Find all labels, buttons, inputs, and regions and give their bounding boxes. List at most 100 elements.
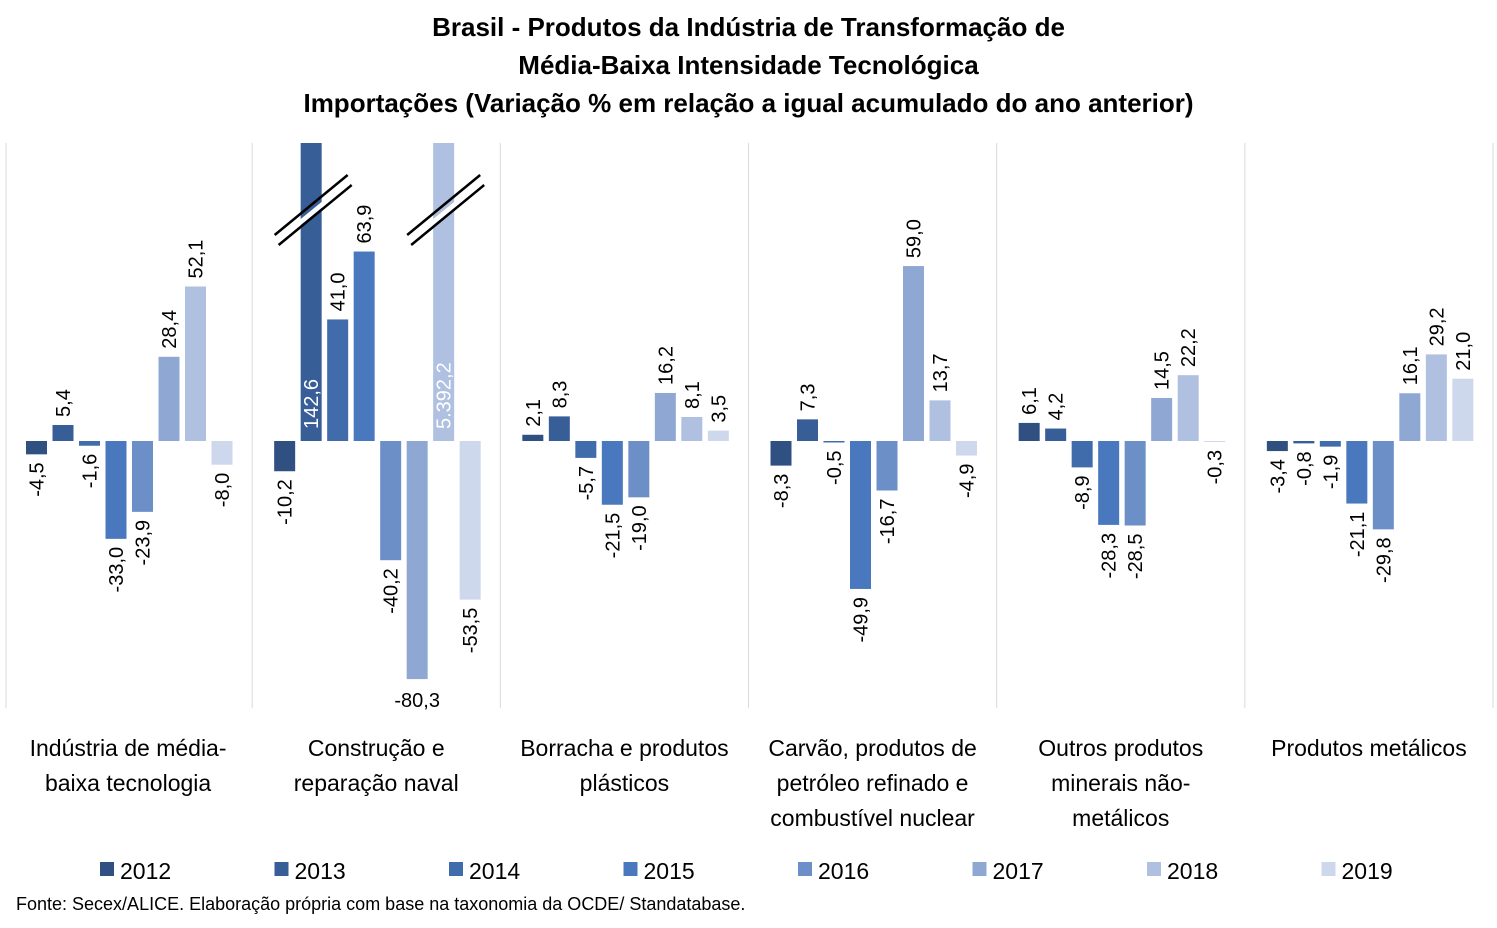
bar-2015-cat1 bbox=[105, 441, 127, 539]
category-label-6: Produtos metálicos bbox=[1271, 735, 1467, 761]
bar-2013-cat3 bbox=[548, 416, 570, 441]
data-label-2017-cat5: 14,5 bbox=[1152, 351, 1174, 390]
bar-2014-cat6 bbox=[1319, 441, 1341, 447]
bar-2016-cat6 bbox=[1372, 441, 1394, 530]
data-label-2014-cat5: -8,9 bbox=[1072, 475, 1094, 509]
data-label-2019-cat3: 3,5 bbox=[708, 395, 730, 423]
legend-label-2016: 2016 bbox=[818, 858, 869, 884]
axis-break-mark bbox=[406, 174, 481, 236]
category-label-5: Outros produtos bbox=[1038, 735, 1203, 761]
legend-swatch-2015 bbox=[623, 862, 638, 876]
bar-2016-cat5 bbox=[1124, 441, 1146, 526]
data-label-2018-cat4: 13,7 bbox=[930, 353, 952, 392]
data-label-2012-cat3: 2,1 bbox=[523, 399, 545, 427]
legend-label-2015: 2015 bbox=[644, 858, 695, 884]
data-label-2017-cat4: 59,0 bbox=[904, 219, 926, 258]
bar-2017-cat4 bbox=[903, 266, 924, 441]
legend-swatch-2016 bbox=[798, 862, 812, 876]
data-label-2016-cat1: -23,9 bbox=[133, 520, 155, 566]
data-label-2012-cat2: -10,2 bbox=[275, 479, 297, 525]
category-label-2: Construção e bbox=[308, 735, 445, 761]
data-label-2016-cat6: -29,8 bbox=[1373, 537, 1395, 583]
bar-2018-cat6 bbox=[1425, 354, 1447, 441]
bar-2012-cat5 bbox=[1018, 422, 1040, 441]
bar-2016-cat3 bbox=[628, 441, 650, 498]
chart-title-line-1: Brasil - Produtos da Indústria de Transf… bbox=[432, 12, 1065, 42]
data-label-2017-cat6: 16,1 bbox=[1400, 346, 1422, 385]
axis-break-mark bbox=[410, 184, 485, 246]
data-label-2015-cat6: -21,1 bbox=[1347, 512, 1369, 558]
data-label-2012-cat6: -3,4 bbox=[1267, 459, 1289, 493]
bar-2016-cat2 bbox=[380, 441, 402, 561]
category-label-5: metálicos bbox=[1072, 805, 1169, 831]
bar-2019-cat1 bbox=[211, 441, 233, 465]
legend-swatch-2014 bbox=[449, 862, 463, 876]
data-label-2019-cat6: 21,0 bbox=[1453, 332, 1475, 371]
data-label-2013-cat5: 4,2 bbox=[1046, 393, 1068, 421]
category-label-5: minerais não- bbox=[1051, 770, 1190, 796]
legend-swatch-2018 bbox=[1147, 862, 1161, 876]
category-label-4: combustível nuclear bbox=[770, 805, 975, 831]
data-label-2017-cat2: -80,3 bbox=[394, 690, 440, 712]
data-label-2018-cat6: 29,2 bbox=[1426, 307, 1448, 346]
data-label-2015-cat3: -21,5 bbox=[602, 513, 624, 559]
axis-break-gap bbox=[278, 179, 350, 243]
bar-2018-cat1 bbox=[185, 286, 206, 441]
bar-2019-cat2 bbox=[459, 441, 481, 600]
bar-2019-cat5 bbox=[1204, 441, 1226, 442]
bar-2012-cat2 bbox=[274, 441, 296, 472]
data-label-2017-cat1: 28,4 bbox=[159, 310, 181, 349]
category-label-1: Indústria de média- bbox=[30, 735, 227, 761]
axis-break-gap bbox=[411, 179, 483, 243]
bar-2015-cat2 bbox=[353, 251, 375, 441]
bar-2014-cat5 bbox=[1071, 441, 1093, 468]
bar-2018-cat4 bbox=[929, 400, 951, 441]
bar-2017-cat5 bbox=[1151, 398, 1173, 441]
bar-2014-cat3 bbox=[575, 441, 597, 458]
data-label-2016-cat2: -40,2 bbox=[381, 568, 403, 614]
axis-break-mark bbox=[273, 174, 349, 236]
category-label-3: Borracha e produtos bbox=[520, 735, 728, 761]
data-label-2014-cat1: -1,6 bbox=[80, 454, 102, 488]
data-label-2018-cat5: 22,2 bbox=[1178, 328, 1200, 367]
legend-label-2012: 2012 bbox=[120, 858, 171, 884]
data-label-2015-cat4: -49,9 bbox=[851, 597, 873, 643]
data-label-2016-cat3: -19,0 bbox=[629, 505, 651, 551]
data-label-2013-cat4: 7,3 bbox=[798, 384, 820, 412]
source-note: Fonte: Secex/ALICE. Elaboração própria c… bbox=[16, 894, 746, 914]
axis-break-mark bbox=[277, 184, 353, 246]
data-label-2014-cat2: 41,0 bbox=[328, 272, 350, 311]
bar-2012-cat4 bbox=[770, 441, 792, 466]
data-label-2018-cat3: 8,1 bbox=[682, 381, 704, 409]
bar-2015-cat5 bbox=[1098, 441, 1120, 525]
bar-2013-cat4 bbox=[797, 419, 818, 441]
data-label-2017-cat3: 16,2 bbox=[655, 346, 677, 385]
chart-title-line-3: Importações (Variação % em relação a igu… bbox=[303, 88, 1194, 118]
legend-label-2017: 2017 bbox=[993, 858, 1044, 884]
legend-label-2019: 2019 bbox=[1342, 858, 1393, 884]
bar-2015-cat3 bbox=[601, 441, 623, 505]
data-label-2013-cat6: -0,8 bbox=[1294, 451, 1316, 485]
bar-2012-cat3 bbox=[522, 434, 544, 441]
bar-2013-cat1 bbox=[52, 424, 74, 441]
bar-2018-cat3 bbox=[681, 416, 703, 441]
legend-swatch-2012 bbox=[100, 862, 114, 876]
bar-2019-cat6 bbox=[1452, 378, 1474, 441]
legend-swatch-2017 bbox=[972, 862, 987, 876]
legend-swatch-2013 bbox=[274, 862, 289, 876]
data-label-2016-cat5: -28,5 bbox=[1125, 534, 1147, 580]
legend-swatch-2019 bbox=[1321, 862, 1336, 876]
data-label-2019-cat5: -0,3 bbox=[1205, 450, 1227, 484]
data-label-2014-cat3: -5,7 bbox=[576, 466, 598, 500]
legend-label-2018: 2018 bbox=[1167, 858, 1218, 884]
data-label-2015-cat2: 63,9 bbox=[354, 205, 376, 244]
data-label-2014-cat4: -0,5 bbox=[824, 450, 846, 484]
legend-label-2013: 2013 bbox=[295, 858, 346, 884]
chart-title: Brasil - Produtos da Indústria de Transf… bbox=[0, 8, 1497, 122]
category-label-4: Carvão, produtos de bbox=[768, 735, 976, 761]
category-label-3: plásticos bbox=[580, 770, 669, 796]
bar-2017-cat2 bbox=[406, 441, 428, 680]
bar-2017-cat3 bbox=[654, 392, 676, 441]
